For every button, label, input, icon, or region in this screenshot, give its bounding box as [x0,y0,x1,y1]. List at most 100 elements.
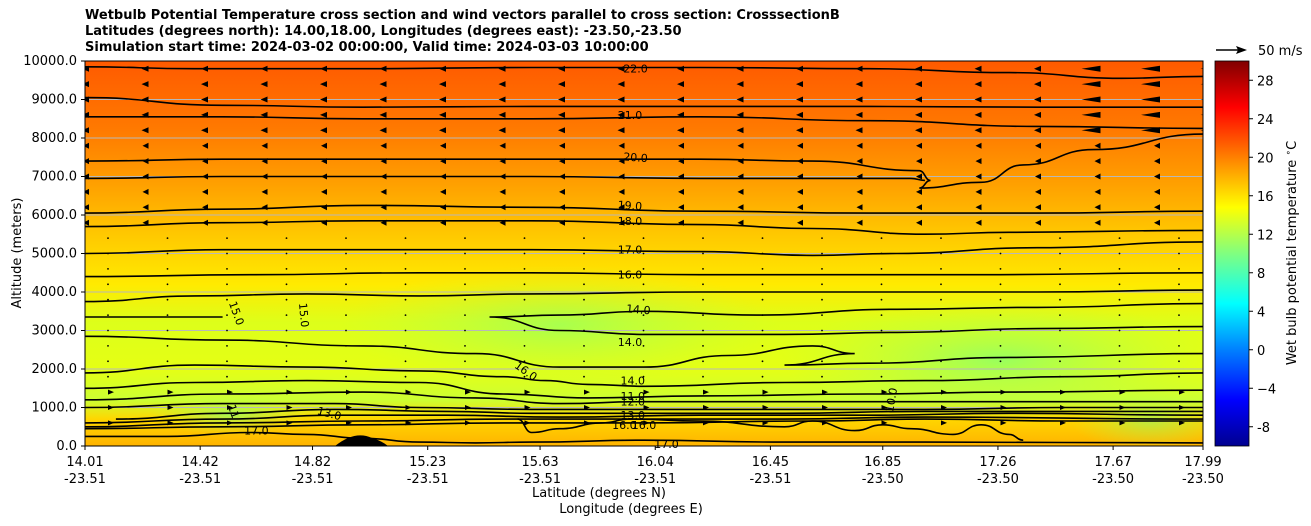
wind-vector-dot [999,298,1002,301]
wind-vector-dot [999,314,1002,316]
wind-vector-arrow [261,188,268,195]
wind-vector-arrow [941,420,947,426]
wind-vector-dot [226,375,228,378]
contour-line [85,115,1203,130]
contour-line [85,335,1203,368]
wind-vector-arrow [618,188,625,195]
wind-vector-dot [404,345,407,347]
wind-vector-arrow [975,188,982,195]
contour-label: 15.0 [296,302,311,328]
wind-vector-dot [702,360,704,363]
contour-line [85,416,1203,428]
wind-vector-arrow [379,96,387,103]
y-tick-label: 7000.0 [32,170,78,185]
wind-vector-arrow [1035,173,1041,180]
contour-line [85,66,1203,80]
wind-vector-arrow [916,219,922,226]
wind-vector-dot [761,345,764,347]
wind-vector-arrow [796,111,803,118]
colorbar-ticks: -8 −4 0 4 8 12 16 20 24 28 [1249,74,1276,436]
wind-vector-dot [345,329,347,332]
wind-vector-dot [404,237,407,240]
colorbar-label: Wet bulb potential temperature ∘C [1284,141,1300,365]
wind-vector-dot [523,252,526,255]
wind-vector-arrow [975,158,982,165]
wind-vector-dot [285,314,288,316]
wind-vector-dot [404,298,407,301]
wind-vector-arrow [974,65,982,72]
wind-vector-arrow [499,188,506,195]
wind-vector-dot [523,283,526,286]
wind-vector-dot [464,283,466,286]
wind-vector-arrow [440,142,446,149]
wind-vector-dot [1178,283,1180,286]
wind-vector-arrow [975,173,982,180]
wind-vector-arrow [1081,111,1101,118]
wind-vector-dot [999,345,1002,347]
wind-vector-dot [702,314,704,316]
wind-vector-arrow [856,188,863,195]
wind-vector-dot [821,283,823,286]
wind-vector-dot [880,268,883,270]
wind-vector-arrow [796,81,803,88]
wind-vector-arrow [677,81,684,88]
wind-vector-dot [226,252,228,255]
wind-vector-arrow [1200,68,1203,70]
wind-vector-arrow [1035,158,1041,165]
y-tick-label: 3000.0 [32,324,78,339]
wind-vector-arrow [1034,65,1041,72]
wind-vector-dot [999,268,1002,270]
wind-vector-arrow [227,405,233,410]
contour-label: 16.0 [612,419,637,432]
wind-vector-arrow [916,188,922,195]
wind-vector-arrow [142,204,149,211]
wind-vector-arrow [736,111,744,118]
wind-vector-dot [1178,298,1180,301]
wind-vector-dot [285,329,288,332]
wind-vector-dot [404,283,407,286]
wind-vector-arrow [202,188,208,195]
wind-vector-dot [1118,360,1121,363]
contour-label: 14.0 [618,336,643,349]
wind-vector-dot [1178,360,1180,363]
wind-vector-dot [761,298,764,301]
wind-vector-dot [821,298,823,301]
contour-label: 19.0 [617,199,642,214]
wind-vector-arrow [439,127,446,134]
wind-vector-dot [642,375,645,378]
wind-vector-arrow [260,96,268,103]
wind-vector-dot [285,252,288,255]
wind-vector-arrow [916,204,922,211]
wind-vector-arrow [822,389,828,395]
wind-vector-dot [107,360,109,363]
wind-vector-dot [583,345,585,347]
wind-vector-dot [880,283,883,286]
wind-vector-arrow [1200,129,1203,131]
wind-vector-arrow [85,81,89,88]
wind-vector-arrow [1081,127,1101,134]
wind-vector-arrow [1154,219,1160,226]
wind-vector-arrow [677,96,684,103]
wind-vector-arrow [855,127,863,134]
wind-vector-dot [523,268,526,270]
wind-vector-dot [1059,298,1061,301]
wind-vector-dot [642,360,645,363]
wind-vector-arrow [440,188,446,195]
wind-vector-dot [464,329,466,332]
wind-vector-dot [702,345,704,347]
wind-vector-arrow [142,188,149,195]
wind-vector-arrow [762,389,769,395]
x-tick-label-lat: 16.85 [864,455,901,470]
x-tick-label-lat: 14.42 [182,455,219,470]
wind-vector-arrow [559,142,565,149]
wind-vector-dot [345,375,347,378]
wind-vector-dot [999,283,1002,286]
wind-vector-dot [880,345,883,347]
wind-vector-dot [940,314,942,316]
x-tick-label-lon: -23.51 [749,472,791,487]
x-tick-label-lon: -23.51 [179,472,221,487]
x-axis-label-latitude: Latitude (degrees N) [532,486,666,501]
wind-vector-dot [226,314,228,316]
x-tick-label-lon: -23.50 [1092,472,1134,487]
contour-line [85,418,1203,430]
